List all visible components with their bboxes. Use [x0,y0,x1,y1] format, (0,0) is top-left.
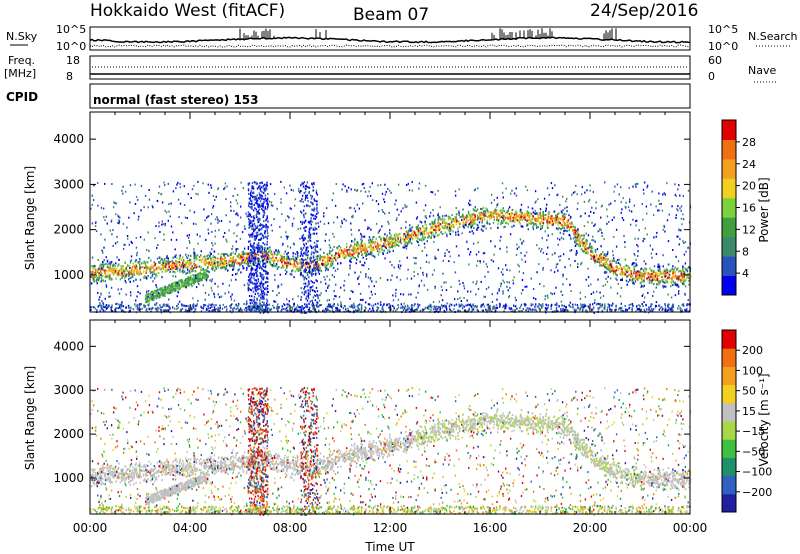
velocity-colorbar-swatch [722,384,736,404]
cpid-label: CPID [6,90,38,104]
nsky-label: N.Sky [6,30,38,43]
power-colorbar-tick: 16 [742,202,756,215]
freq-label: Freq. [8,54,35,67]
nsky-tick-bottom: 10^0 [56,40,86,53]
power-echoes [90,180,692,314]
power-colorbar-swatch [722,197,736,218]
velocity-colorbar-swatch [722,402,736,422]
beam-label: Beam 07 [353,5,429,25]
power-colorbar-swatch [722,256,736,277]
cpid-value: normal (fast stereo) 153 [93,93,259,107]
time-tick-label: 00:00 [73,521,108,535]
date-label: 24/Sep/2016 [590,1,698,21]
velocity-ytick-label: 2000 [53,427,84,441]
velocity-ylabel: Slant Range [km] [23,366,37,470]
power-colorbar-swatch [722,120,736,140]
power-ylabel: Slant Range [km] [23,166,37,270]
power-colorbar-tick: 24 [742,158,756,171]
time-tick-label: 04:00 [173,521,208,535]
power-colorbar-swatch [722,158,736,179]
time-tick-label: 12:00 [373,521,408,535]
nave-label: Nave [748,64,776,77]
nsky-tick-top: 10^5 [56,23,86,36]
velocity-colorbar-swatch [722,421,736,440]
velocity-colorbar-tick: 200 [742,344,763,357]
velocity-colorbar-swatch [722,366,736,386]
power-ytick-label: 1000 [53,268,84,282]
power-ytick-label: 2000 [53,223,84,237]
velocity-colorbar-label: Velocity [m s⁻¹] [757,373,771,466]
power-colorbar-tick: 8 [742,245,749,258]
power-colorbar-tick: 28 [742,136,756,149]
velocity-colorbar-tick: −200 [742,486,772,499]
freq-tick-top: 18 [66,54,80,67]
time-tick-label: 20:00 [573,521,608,535]
power-colorbar-swatch [722,217,736,238]
power-ytick-label: 3000 [53,177,84,191]
velocity-colorbar: 200 100 50 15 −15 −50 −100 −200 Velocity [m s⁻¹… [721,329,772,513]
freq-tick-bottom: 8 [66,70,73,83]
power-colorbar-label: Power [dB] [757,177,771,242]
velocity-colorbar-swatch [722,493,736,513]
velocity-colorbar-swatch [722,348,736,367]
time-axis-label: Time UT [364,540,415,554]
nsky-spikes [239,28,617,41]
power-colorbar: 28 24 20 16 12 8 4 Power [dB] [721,119,771,296]
plot-title: Hokkaido West (fitACF) [90,1,285,21]
nave-tick-top: 60 [708,54,722,67]
velocity-colorbar-tick: −15 [742,425,765,438]
velocity-colorbar-swatch [722,330,736,349]
power-panel: 4000 3000 2000 1000 Slant Range [km] [23,111,692,314]
nsearch-tick-top: 10^5 [708,23,738,36]
velocity-ytick-label: 1000 [53,471,84,485]
velocity-colorbar-tick: −100 [742,466,772,479]
velocity-echoes [90,386,692,516]
nsearch-tick-bottom: 10^0 [708,40,738,53]
power-ytick-label: 4000 [53,132,84,146]
velocity-colorbar-tick: −50 [742,445,765,458]
power-colorbar-tick: 20 [742,180,756,193]
nsky-panel: N.Sky 10^5 10^0 10^5 10^0 N.Search [6,23,798,53]
time-tick-label: 00:00 [673,521,708,535]
velocity-colorbar-tick: 100 [742,364,763,377]
nsearch-label: N.Search [748,30,798,43]
power-colorbar-swatch [722,178,736,199]
freq-unit: [MHz] [4,67,36,80]
nsky-trace [89,36,691,44]
freq-panel: Freq. [MHz] 18 8 60 0 Nave [4,54,776,83]
power-colorbar-swatch [722,236,736,257]
velocity-ytick-label: 3000 [53,383,84,397]
time-tick-label: 16:00 [473,521,508,535]
velocity-colorbar-swatch [722,439,736,458]
time-tick-label: 08:00 [273,521,308,535]
velocity-colorbar-tick: 15 [742,405,756,418]
power-colorbar-tick: 4 [742,267,749,280]
nsearch-trace [89,44,691,48]
power-colorbar-swatch [722,275,736,296]
power-colorbar-swatch [722,139,736,160]
velocity-colorbar-swatch [722,457,736,477]
velocity-colorbar-tick: 50 [742,385,756,398]
velocity-ytick-label: 4000 [53,339,84,353]
velocity-panel: 4000 3000 2000 1000 00:00 04:00 08:00 12:00 16:… [23,319,708,554]
power-colorbar-tick: 12 [742,223,756,236]
cpid-panel: CPID normal (fast stereo) 153 [6,83,691,109]
velocity-colorbar-swatch [722,475,736,495]
nave-tick-bottom: 0 [708,70,715,83]
